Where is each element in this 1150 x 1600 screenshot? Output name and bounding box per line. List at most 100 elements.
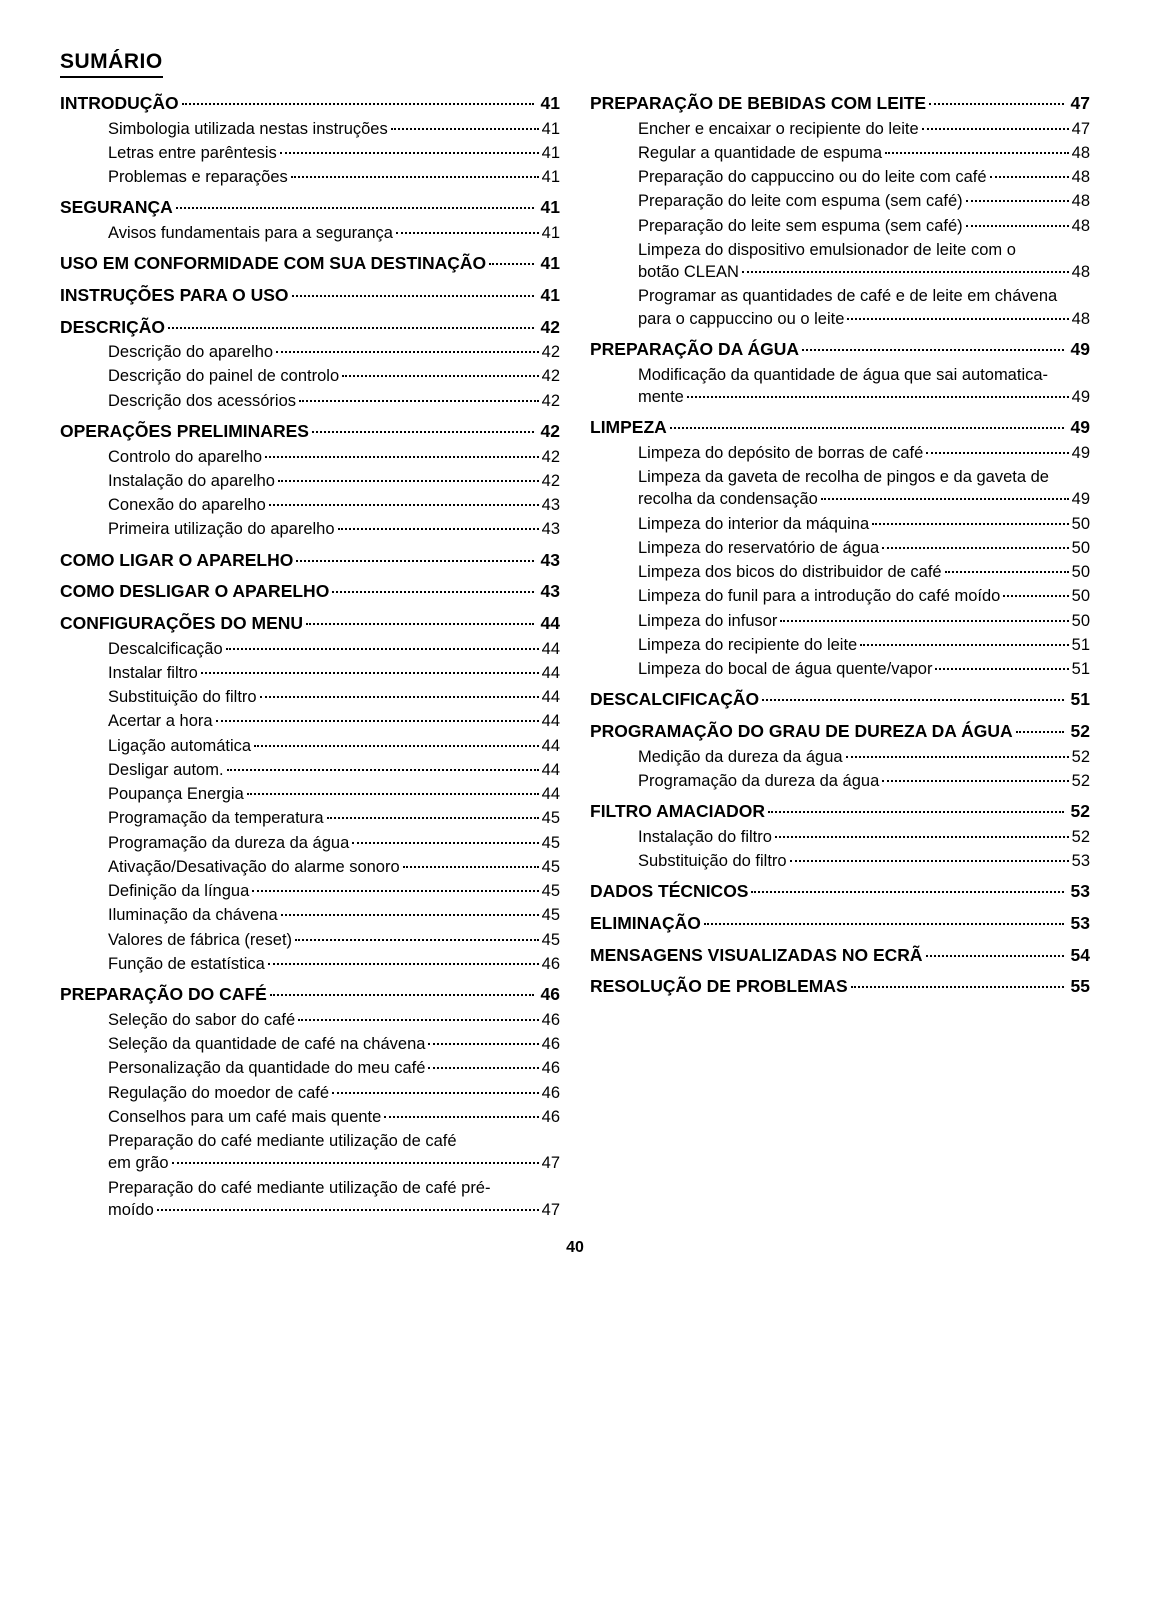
- toc-section: CONFIGURAÇÕES DO MENU 44: [60, 612, 560, 636]
- toc-page: 41: [537, 196, 560, 220]
- toc-section-label: PROGRAMAÇÃO DO GRAU DE DUREZA DA ÁGUA: [590, 720, 1013, 744]
- toc-sub: Limpeza do interior da máquina50: [590, 513, 1090, 535]
- toc-page: 42: [542, 365, 560, 387]
- toc-sub-label-line1: Preparação do café mediante utilização d…: [108, 1177, 560, 1199]
- toc-sub: Encher e encaixar o recipiente do leite4…: [590, 118, 1090, 140]
- toc-page: 47: [542, 1152, 560, 1174]
- toc-sub: Descrição do painel de controlo 42: [60, 365, 560, 387]
- toc-page: 53: [1067, 880, 1090, 904]
- toc-page: 52: [1072, 746, 1090, 768]
- dot-leader: [391, 128, 539, 130]
- dot-leader: [922, 128, 1069, 130]
- toc-section: COMO LIGAR O APARELHO 43: [60, 549, 560, 573]
- toc-sub-label: Descalcificação: [108, 638, 223, 660]
- toc-sub-multiline: Limpeza da gaveta de recolha de pingos e…: [590, 466, 1090, 511]
- dot-leader: [157, 1209, 539, 1211]
- toc-sub-label: Função de estatística: [108, 953, 265, 975]
- toc-sub-label: Controlo do aparelho: [108, 446, 262, 468]
- toc-sub-label: Limpeza do depósito de borras de café: [638, 442, 923, 464]
- dot-leader: [291, 176, 539, 178]
- toc-page: 43: [537, 549, 560, 573]
- toc-sub: Acertar a hora44: [60, 710, 560, 732]
- right-column: PREPARAÇÃO DE BEBIDAS COM LEITE 47Encher…: [590, 92, 1090, 1221]
- dot-leader: [254, 745, 539, 747]
- toc-page: 44: [542, 759, 560, 781]
- toc-sub-label: Substituição do filtro: [638, 850, 787, 872]
- toc-sub: Simbologia utilizada nestas instruções41: [60, 118, 560, 140]
- dot-leader: [780, 620, 1068, 622]
- dot-leader: [926, 452, 1068, 454]
- toc-sub-label: Limpeza do recipiente do leite: [638, 634, 857, 656]
- dot-leader: [384, 1116, 538, 1118]
- toc-sub-label: Programação da dureza da água: [108, 832, 349, 854]
- toc-sub: Personalização da quantidade do meu café…: [60, 1057, 560, 1079]
- toc-section-label: MENSAGENS VISUALIZADAS NO ECRÃ: [590, 944, 923, 968]
- toc-sub: Substituição do filtro53: [590, 850, 1090, 872]
- toc-page: 48: [1072, 166, 1090, 188]
- toc-page: 46: [542, 1082, 560, 1104]
- dot-leader: [295, 939, 539, 941]
- toc-sub-label: Personalização da quantidade do meu café: [108, 1057, 425, 1079]
- dot-leader: [296, 560, 533, 562]
- toc-sub-label: Descrição dos acessórios: [108, 390, 296, 412]
- toc-sub-label: Ativação/Desativação do alarme sonoro: [108, 856, 400, 878]
- toc-page: 46: [542, 1009, 560, 1031]
- toc-page: 49: [1072, 488, 1090, 510]
- toc-section: INSTRUÇÕES PARA O USO 41: [60, 284, 560, 308]
- toc-page: 41: [542, 222, 560, 244]
- toc-sub: Medição da dureza da água52: [590, 746, 1090, 768]
- toc-sub-label: Limpeza do funil para a introdução do ca…: [638, 585, 1000, 607]
- toc-sub: Instalação do filtro52: [590, 826, 1090, 848]
- toc-sub-label: Avisos fundamentais para a segurança: [108, 222, 393, 244]
- toc-sub: Regulação do moedor de café46: [60, 1082, 560, 1104]
- dot-leader: [327, 817, 539, 819]
- toc-sub-multiline: Programar as quantidades de café e de le…: [590, 285, 1090, 330]
- toc-sub: Preparação do cappuccino ou do leite com…: [590, 166, 1090, 188]
- toc-sub-label: Regular a quantidade de espuma: [638, 142, 882, 164]
- toc-page: 44: [542, 638, 560, 660]
- dot-leader: [926, 955, 1064, 957]
- dot-leader: [847, 318, 1068, 320]
- toc-section-label: COMO LIGAR O APARELHO: [60, 549, 293, 573]
- toc-section: PREPARAÇÃO DA ÁGUA 49: [590, 338, 1090, 362]
- toc-sub: Substituição do filtro44: [60, 686, 560, 708]
- toc-page: 50: [1072, 537, 1090, 559]
- toc-page: 51: [1072, 658, 1090, 680]
- dot-leader: [292, 295, 534, 297]
- toc-sub-label: Instalar filtro: [108, 662, 198, 684]
- toc-sub: Conselhos para um café mais quente46: [60, 1106, 560, 1128]
- toc-sub: Conexão do aparelho43: [60, 494, 560, 516]
- dot-leader: [260, 696, 539, 698]
- toc-sub: Preparação do leite sem espuma (sem café…: [590, 215, 1090, 237]
- toc-sub-multiline: Limpeza do dispositivo emulsionador de l…: [590, 239, 1090, 284]
- dot-leader: [885, 152, 1069, 154]
- dot-leader: [882, 547, 1068, 549]
- toc-sub: Descalcificação 44: [60, 638, 560, 660]
- toc-sub: Poupança Energia44: [60, 783, 560, 805]
- toc-sub: Programação da temperatura45: [60, 807, 560, 829]
- dot-leader: [276, 351, 539, 353]
- dot-leader: [252, 890, 538, 892]
- toc-section-label: LIMPEZA: [590, 416, 667, 440]
- toc-sub-label: Descrição do painel de controlo: [108, 365, 339, 387]
- toc-sub-label-line1: Programar as quantidades de café e de le…: [638, 285, 1090, 307]
- toc-sub: Descrição dos acessórios42: [60, 390, 560, 412]
- dot-leader: [768, 811, 1064, 813]
- toc-page: 53: [1067, 912, 1090, 936]
- toc-sub-line2: recolha da condensação49: [638, 488, 1090, 510]
- toc-sub: Instalação do aparelho42: [60, 470, 560, 492]
- toc-sub-label: Iluminação da chávena: [108, 904, 278, 926]
- dot-leader: [1016, 731, 1064, 733]
- toc-sub-label-line1: Limpeza da gaveta de recolha de pingos e…: [638, 466, 1090, 488]
- toc-section-label: COMO DESLIGAR O APARELHO: [60, 580, 329, 604]
- toc-sub: Problemas e reparações41: [60, 166, 560, 188]
- dot-leader: [306, 623, 533, 625]
- toc-sub-label: Encher e encaixar o recipiente do leite: [638, 118, 919, 140]
- toc-sub-label: Letras entre parêntesis: [108, 142, 277, 164]
- toc-page: 48: [1072, 308, 1090, 330]
- dot-leader: [935, 668, 1068, 670]
- toc-section-label: PREPARAÇÃO DE BEBIDAS COM LEITE: [590, 92, 926, 116]
- toc-section: DADOS TÉCNICOS 53: [590, 880, 1090, 904]
- toc-section-label: DESCRIÇÃO: [60, 316, 165, 340]
- toc-sub-label: Ligação automática: [108, 735, 251, 757]
